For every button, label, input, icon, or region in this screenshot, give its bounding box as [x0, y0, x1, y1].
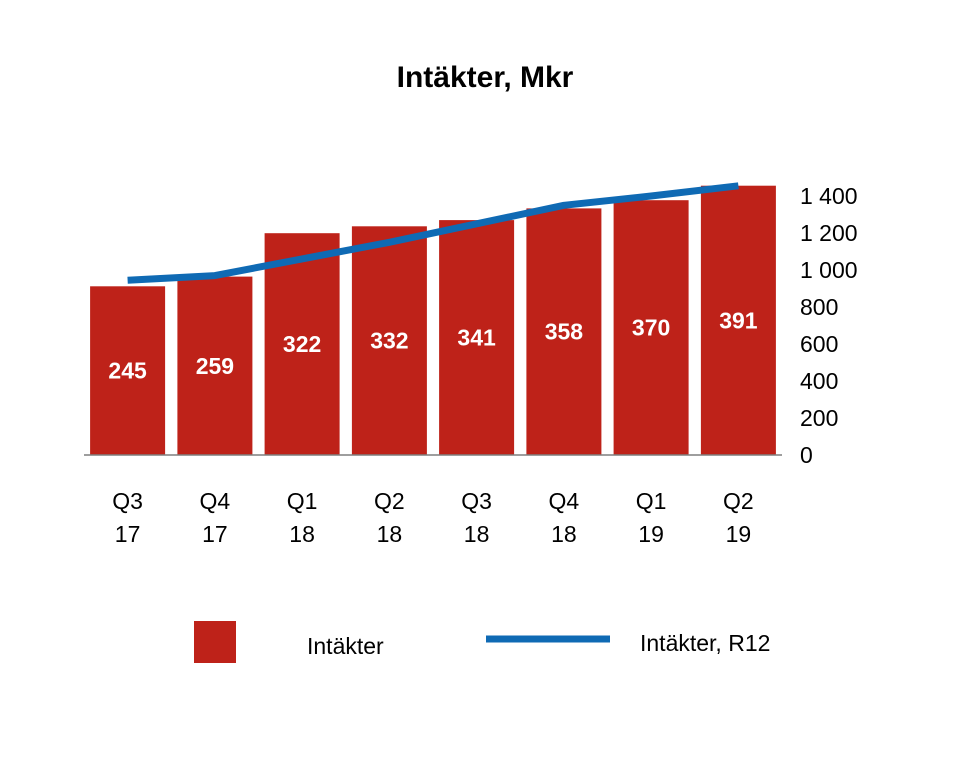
x-axis-categories: Q3 17 Q4 17 Q1 18 Q2 18 Q3 18 Q4 18 Q1 19 Q2 19	[112, 488, 753, 547]
bar-data-label: 391	[719, 307, 758, 333]
bar-1	[177, 276, 253, 455]
bar-2	[264, 233, 340, 455]
x-tick-label: Q3 17	[112, 488, 143, 547]
x-tick-label: Q3 18	[461, 488, 492, 547]
x-tick-label: Q2 19	[723, 488, 754, 547]
y-tick-label: 800	[800, 294, 838, 320]
bar-0	[90, 286, 166, 456]
x-tick-label: Q4 18	[549, 488, 580, 547]
bar-data-label: 322	[283, 331, 321, 357]
bar-data-label: 259	[196, 353, 234, 379]
legend: Intäkter Intäkter, R12	[194, 621, 770, 663]
bar-data-label: 358	[545, 319, 584, 345]
legend-label-intakter-r12: Intäkter, R12	[640, 630, 770, 656]
y-tick-label: 0	[800, 442, 813, 468]
bar-3	[351, 226, 427, 455]
x-tick-label: Q4 17	[200, 488, 231, 547]
legend-label-intakter: Intäkter	[307, 633, 384, 659]
legend-swatch-intakter	[194, 621, 236, 663]
bar-data-labels: 245 259 322 332 341 358 370 391	[108, 307, 757, 383]
bar-data-label: 341	[457, 325, 496, 351]
bar-5	[526, 208, 602, 455]
y-tick-label: 1 400	[800, 183, 858, 209]
y-tick-label: 1 000	[800, 257, 858, 283]
bar-7	[700, 185, 776, 455]
chart-title: Intäkter, Mkr	[397, 61, 574, 94]
bar-series	[90, 185, 776, 456]
bar-4	[439, 220, 515, 455]
bar-6	[613, 200, 689, 455]
x-tick-label: Q1 19	[636, 488, 667, 547]
x-tick-label: Q2 18	[374, 488, 405, 547]
x-tick-label: Q1 18	[287, 488, 318, 547]
bar-data-label: 332	[370, 328, 408, 354]
y-tick-label: 600	[800, 331, 838, 357]
y-tick-label: 1 200	[800, 220, 858, 246]
r12-line-series	[127, 182, 739, 284]
y-tick-label: 400	[800, 368, 838, 394]
bar-data-label: 370	[632, 315, 670, 341]
secondary-y-axis: 0 200 400 600 800 1 000 1 200 1 400	[800, 183, 858, 468]
bar-data-label: 245	[108, 358, 147, 384]
y-tick-label: 200	[800, 405, 838, 431]
